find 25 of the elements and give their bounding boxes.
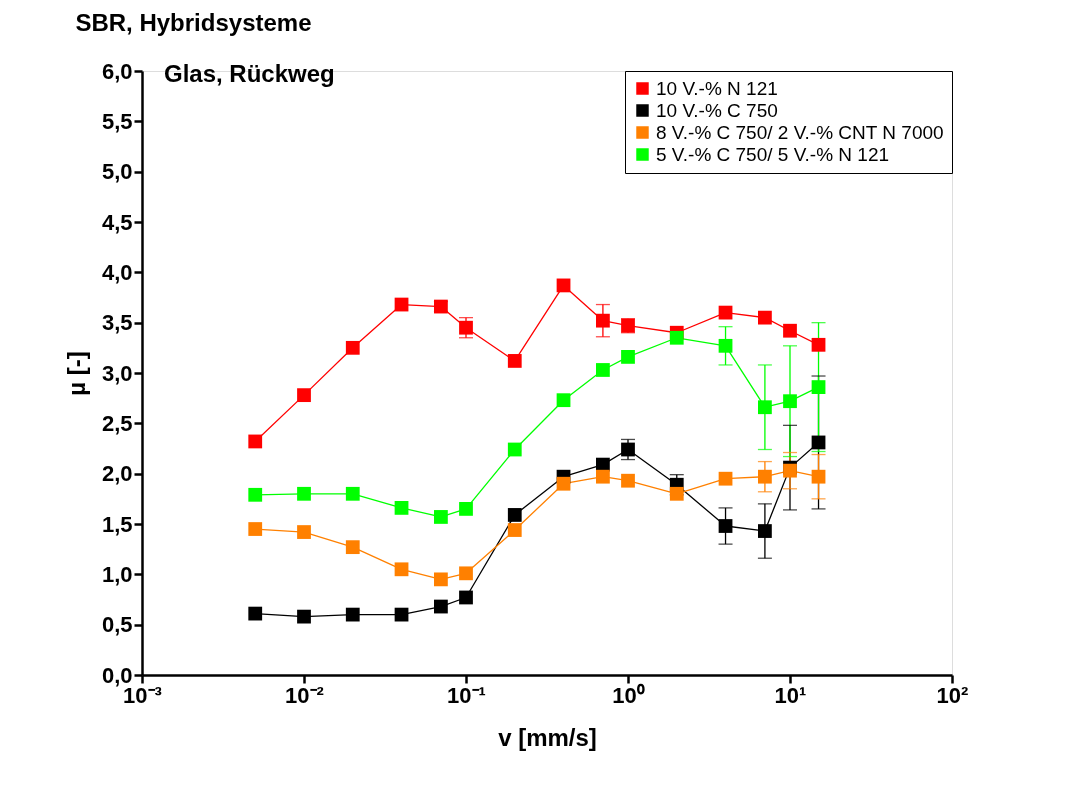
y-tick-label: 5,5	[101, 108, 133, 134]
y-tick-label: 4,5	[101, 209, 133, 235]
x-tick-label: 10⁰	[612, 682, 645, 708]
y-tick-label: 4,0	[101, 259, 133, 285]
x-axis-title: v [mm/s]	[498, 723, 597, 751]
y-tick-label: 0,5	[101, 612, 133, 638]
x-tick-label: 10⁻²	[285, 682, 324, 708]
y-tick-label: 2,5	[101, 410, 133, 436]
x-tick-label: 10⁻¹	[447, 682, 486, 708]
x-tick-label: 10²	[936, 682, 969, 708]
y-tick-label: 3,0	[101, 360, 133, 386]
legend-label: 10 V.-% C 750	[656, 99, 778, 121]
y-tick-label: 1,0	[101, 561, 133, 587]
chart-subtitle: Glas, Rückweg	[164, 60, 335, 87]
y-tick-label: 3,5	[101, 310, 133, 336]
y-tick-label: 1,5	[101, 511, 133, 537]
y-tick-label: 5,0	[101, 159, 133, 185]
legend-label: 8 V.-% C 750/ 2 V.-% CNT N 7000	[656, 121, 944, 143]
x-tick-label: 10¹	[774, 682, 807, 708]
legend-label: 10 V.-% N 121	[656, 77, 778, 99]
y-tick-label: 2,0	[101, 461, 133, 487]
y-tick-label: 6,0	[101, 58, 133, 84]
chart-title: SBR, Hybridsysteme	[75, 9, 312, 36]
y-axis-title: µ [-]	[62, 351, 90, 396]
legend-label: 5 V.-% C 750/ 5 V.-% N 121	[656, 143, 890, 165]
